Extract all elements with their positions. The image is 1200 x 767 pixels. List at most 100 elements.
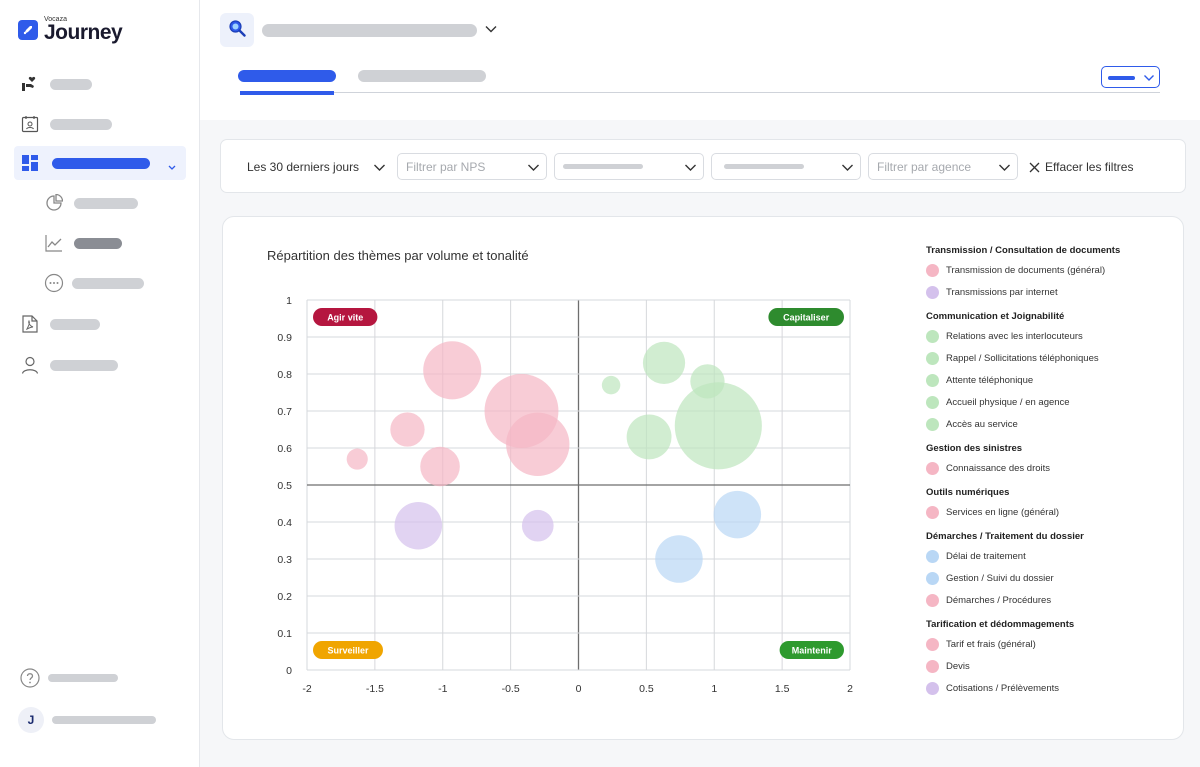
filter-select-3[interactable]	[554, 153, 704, 180]
chevron-down-icon	[528, 164, 539, 171]
legend-group-title: Outils numériques	[926, 487, 1010, 498]
filter-select-4[interactable]	[711, 153, 861, 180]
legend-swatch	[926, 395, 939, 409]
filter-select-value	[563, 164, 643, 169]
y-tick-label: 0.8	[277, 369, 292, 381]
chart-title: Répartition des thèmes par volume et ton…	[267, 248, 529, 263]
legend-item[interactable]: Rappel / Sollicitations téléphoniques	[926, 347, 1176, 369]
bubble	[642, 341, 686, 385]
bubble	[423, 341, 482, 400]
sidebar-item-contacts[interactable]	[14, 107, 186, 141]
sidebar-item-label	[74, 237, 122, 249]
quadrant-badge	[313, 308, 378, 326]
quadrant-badge	[313, 641, 383, 659]
legend-item[interactable]: Cotisations / Prélèvements	[926, 677, 1176, 699]
legend-item[interactable]: Transmissions par internet	[926, 281, 1176, 303]
legend-swatch	[926, 505, 939, 519]
rocket-icon	[18, 19, 38, 40]
y-tick-label: 0.2	[277, 591, 292, 603]
help-icon	[20, 668, 40, 688]
sidebar-item-label	[72, 277, 144, 289]
bubble	[713, 490, 762, 539]
sidebar-item-care[interactable]	[14, 67, 186, 101]
legend-swatch	[926, 417, 939, 431]
legend-label: Transmission de documents (général)	[946, 264, 1106, 276]
legend-label: Gestion / Suivi du dossier	[946, 572, 1054, 584]
chevron-down-icon[interactable]	[484, 22, 498, 41]
search-button[interactable]	[220, 13, 254, 47]
legend-swatch	[926, 263, 939, 277]
legend-item[interactable]: Transmission de documents (général)	[926, 259, 1176, 281]
chevron-down-icon	[685, 164, 696, 171]
legend-item[interactable]: Démarches / Procédures	[926, 589, 1176, 611]
legend-label: Accueil physique / en agence	[946, 396, 1070, 408]
legend-item[interactable]: Accueil physique / en agence	[926, 391, 1176, 413]
view-select[interactable]	[1101, 66, 1160, 88]
legend-label: Services en ligne (général)	[946, 506, 1060, 518]
nps-filter-select[interactable]: Filtrer par NPS	[397, 153, 547, 180]
clear-filters-button[interactable]: Effacer les filtres	[1029, 154, 1133, 180]
legend-item[interactable]: Relations avec les interlocuteurs	[926, 325, 1176, 347]
legend-item[interactable]: Devis	[926, 655, 1176, 677]
pie-chart-icon	[44, 193, 64, 213]
user-profile[interactable]: J	[14, 703, 186, 737]
page-title	[262, 24, 477, 37]
tab-secondary[interactable]	[358, 70, 486, 82]
agency-filter-select[interactable]: Filtrer par agence	[868, 153, 1018, 180]
tabs-divider	[240, 92, 1160, 93]
sidebar-subitem-comments[interactable]	[44, 269, 144, 297]
legend-label: Devis	[946, 660, 970, 672]
sidebar-item-label	[50, 359, 118, 371]
bubble	[394, 501, 443, 550]
x-tick-label: -0.5	[502, 683, 520, 695]
sidebar-item-help[interactable]	[14, 661, 186, 695]
legend-item[interactable]: Services en ligne (général)	[926, 501, 1176, 523]
chevron-down-icon	[999, 164, 1010, 171]
legend-item[interactable]: Attente téléphonique	[926, 369, 1176, 391]
bubble	[626, 414, 672, 460]
sidebar-item-label	[48, 674, 118, 682]
legend-item[interactable]: Connaissance des droits	[926, 457, 1176, 479]
sidebar-item-label	[50, 318, 100, 330]
y-tick-label: 0	[286, 665, 292, 677]
legend-item[interactable]: Accès au service	[926, 413, 1176, 435]
x-tick-label: 0	[576, 683, 582, 695]
y-tick-label: 0.9	[277, 332, 292, 344]
user-name	[52, 716, 156, 724]
header	[200, 0, 1200, 120]
legend-swatch	[926, 681, 939, 695]
legend-swatch	[926, 659, 939, 673]
x-tick-label: 1	[711, 683, 717, 695]
chart-legend: Transmission / Consultation de documents…	[926, 245, 1176, 699]
legend-label: Démarches / Procédures	[946, 594, 1052, 606]
legend-group-title: Transmission / Consultation de documents	[926, 245, 1121, 256]
chevron-down-icon	[168, 158, 176, 176]
legend-label: Rappel / Sollicitations téléphoniques	[946, 352, 1099, 364]
legend-group-title: Tarification et dédommagements	[926, 619, 1075, 630]
sidebar-item-label	[50, 78, 92, 90]
sidebar-subitem-overview[interactable]	[44, 189, 138, 217]
date-range-select[interactable]: Les 30 derniers jours	[247, 154, 386, 180]
view-select-value	[1108, 76, 1135, 80]
sidebar-item-reports[interactable]	[14, 307, 186, 341]
sidebar-item-label	[74, 197, 138, 209]
close-icon	[1029, 162, 1040, 172]
line-chart-icon	[44, 233, 64, 253]
y-tick-label: 1	[286, 295, 292, 307]
legend-item[interactable]: Tarif et frais (général)	[926, 633, 1176, 655]
sidebar-item-users[interactable]	[14, 348, 186, 382]
tab-active[interactable]	[238, 70, 336, 82]
legend-item[interactable]: Délai de traitement	[926, 545, 1176, 567]
sidebar-item-dashboard[interactable]	[14, 146, 186, 180]
legend-swatch	[926, 461, 939, 475]
y-tick-label: 0.1	[277, 628, 292, 640]
sidebar: Vocaza Journey	[0, 0, 200, 767]
legend-label: Transmissions par internet	[946, 286, 1058, 298]
sidebar-subitem-trends[interactable]	[44, 229, 122, 257]
pdf-file-icon	[20, 314, 40, 334]
legend-item[interactable]: Gestion / Suivi du dossier	[926, 567, 1176, 589]
logo[interactable]: Vocaza Journey	[18, 16, 123, 43]
legend-group-title: Gestion des sinistres	[926, 443, 1023, 454]
chat-bubble-icon	[44, 273, 64, 293]
user-icon	[20, 355, 40, 375]
